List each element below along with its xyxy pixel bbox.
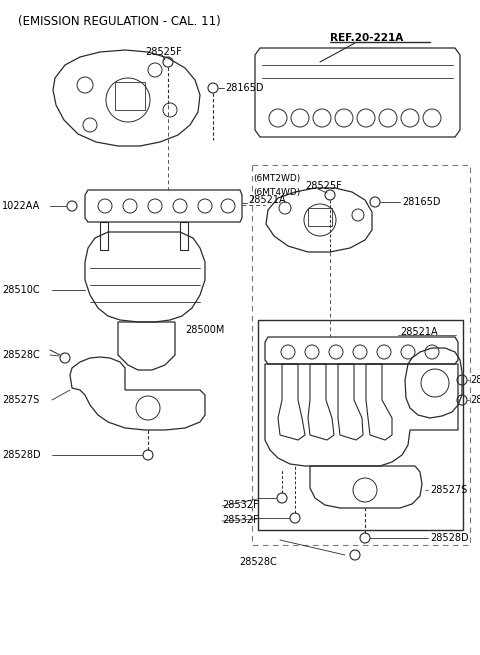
- Text: 28528C: 28528C: [239, 557, 277, 567]
- Text: (EMISSION REGULATION - CAL. 11): (EMISSION REGULATION - CAL. 11): [18, 16, 221, 29]
- Bar: [258, 320, 463, 530]
- Text: 28527S: 28527S: [2, 395, 39, 405]
- Text: 28528C: 28528C: [2, 350, 40, 360]
- Text: 28528: 28528: [470, 395, 480, 405]
- Text: 28525F: 28525F: [305, 181, 342, 191]
- Bar: [252, 165, 470, 545]
- Text: (6MT2WD): (6MT2WD): [253, 174, 300, 183]
- Text: 28528D: 28528D: [430, 533, 468, 543]
- Text: 28527S: 28527S: [430, 485, 467, 495]
- Text: 28165D: 28165D: [402, 197, 441, 207]
- Text: 28525F: 28525F: [145, 47, 182, 57]
- Text: 28532F: 28532F: [222, 500, 259, 510]
- Text: 28500M: 28500M: [186, 325, 225, 335]
- Text: 28532F: 28532F: [222, 515, 259, 525]
- Text: 1022AA: 1022AA: [2, 201, 40, 211]
- Text: 28528D: 28528D: [2, 450, 41, 460]
- Text: 28525E: 28525E: [470, 375, 480, 385]
- Text: 28521A: 28521A: [400, 327, 438, 337]
- Text: (6MT4WD): (6MT4WD): [253, 187, 300, 196]
- Text: 28510C: 28510C: [2, 285, 40, 295]
- Text: 28165D: 28165D: [225, 83, 264, 93]
- Text: 28521A: 28521A: [248, 195, 286, 205]
- Text: REF.20-221A: REF.20-221A: [330, 33, 403, 43]
